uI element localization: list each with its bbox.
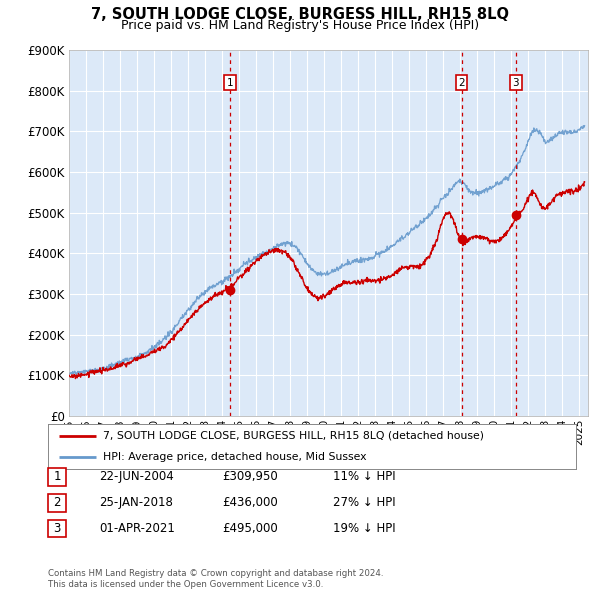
Text: 1: 1 [227, 78, 233, 88]
Text: 1: 1 [53, 470, 61, 483]
Text: 19% ↓ HPI: 19% ↓ HPI [333, 522, 395, 535]
Text: 3: 3 [512, 78, 519, 88]
Text: HPI: Average price, detached house, Mid Sussex: HPI: Average price, detached house, Mid … [103, 452, 367, 462]
Text: 7, SOUTH LODGE CLOSE, BURGESS HILL, RH15 8LQ: 7, SOUTH LODGE CLOSE, BURGESS HILL, RH15… [91, 7, 509, 22]
Text: 3: 3 [53, 522, 61, 535]
Text: 7, SOUTH LODGE CLOSE, BURGESS HILL, RH15 8LQ (detached house): 7, SOUTH LODGE CLOSE, BURGESS HILL, RH15… [103, 431, 484, 441]
Text: £436,000: £436,000 [222, 496, 278, 509]
Text: 25-JAN-2018: 25-JAN-2018 [99, 496, 173, 509]
Text: 11% ↓ HPI: 11% ↓ HPI [333, 470, 395, 483]
Text: 22-JUN-2004: 22-JUN-2004 [99, 470, 174, 483]
Text: Contains HM Land Registry data © Crown copyright and database right 2024.
This d: Contains HM Land Registry data © Crown c… [48, 569, 383, 589]
Text: 01-APR-2021: 01-APR-2021 [99, 522, 175, 535]
Text: £309,950: £309,950 [222, 470, 278, 483]
Text: 2: 2 [458, 78, 465, 88]
Text: 2: 2 [53, 496, 61, 509]
Text: £495,000: £495,000 [222, 522, 278, 535]
Text: 27% ↓ HPI: 27% ↓ HPI [333, 496, 395, 509]
Text: Price paid vs. HM Land Registry's House Price Index (HPI): Price paid vs. HM Land Registry's House … [121, 19, 479, 32]
